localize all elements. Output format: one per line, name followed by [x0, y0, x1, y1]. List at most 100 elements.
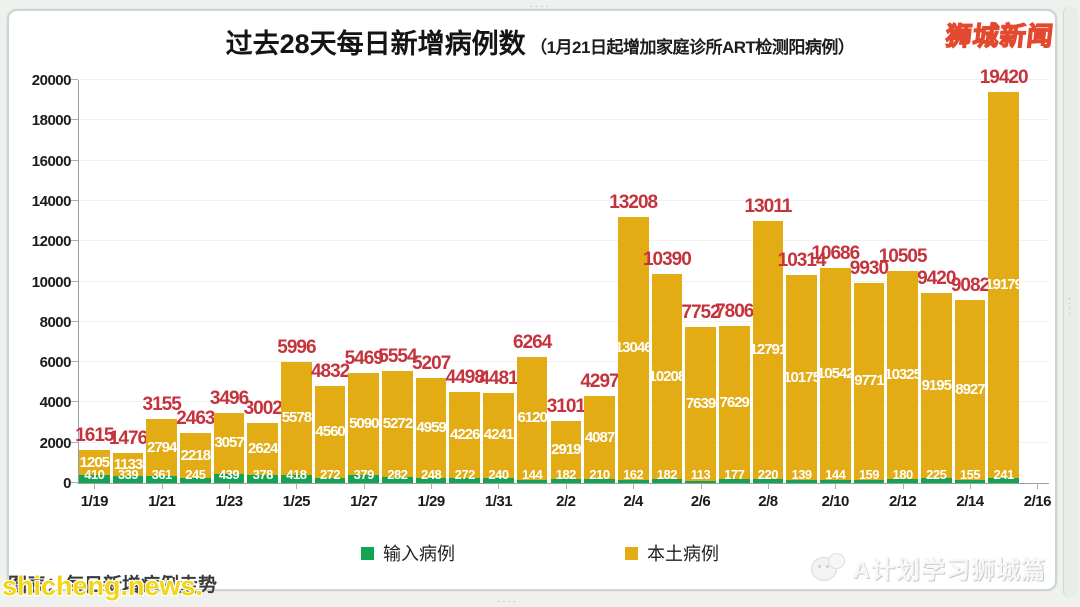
- local-value-label: 8927: [955, 380, 985, 398]
- plot-area: 0 2000 4000 6000 8000 10000 12000 14000 16000 180…: [32, 67, 1052, 510]
- imported-swatch-icon: [361, 546, 374, 560]
- total-value-label: 3002: [243, 397, 283, 419]
- x-tick: [565, 483, 567, 489]
- local-bar-segment: [651, 273, 683, 480]
- imported-bar-segment: [79, 474, 110, 483]
- total-value-label: 13011: [744, 195, 792, 217]
- local-value-label: 4087: [584, 428, 615, 446]
- local-bar-segment: [146, 419, 178, 476]
- x-tick-label: 2/4: [623, 493, 644, 510]
- imported-bar-segment: [247, 475, 279, 483]
- y-tick-label: 14000: [31, 192, 72, 210]
- total-value-label: 4832: [310, 360, 350, 382]
- bar-column: 3496 3057 439: [210, 80, 249, 483]
- legend-imported-label: 输入病例: [383, 544, 455, 564]
- total-value-label: 4498: [445, 367, 485, 389]
- imported-value-label: 144: [522, 467, 543, 482]
- x-tick-label: 1/25: [282, 493, 311, 510]
- gridline: [79, 401, 1049, 403]
- bar-series: 1615 1205 410 1476 1133 339 3155 2794 361 2463 221…: [75, 67, 1029, 483]
- local-value-label: 10175: [783, 368, 821, 386]
- y-tick: [71, 361, 78, 363]
- y-tick-label: 2000: [39, 434, 72, 452]
- total-value-label: 1615: [75, 425, 114, 447]
- bar-column: 3002 2624 378: [244, 80, 283, 483]
- imported-bar-segment: [786, 480, 817, 483]
- imported-value-label: 210: [589, 467, 610, 482]
- local-bar-segment: [819, 267, 851, 481]
- imported-bar-segment: [348, 475, 380, 483]
- imported-value-label: 177: [724, 467, 745, 482]
- imported-value-label: 155: [959, 467, 981, 482]
- x-tick: [363, 483, 365, 489]
- total-value-label: 10686: [811, 242, 860, 264]
- imported-bar-segment: [314, 477, 346, 483]
- local-value-label: 2919: [551, 440, 581, 458]
- local-bar-segment: [920, 293, 952, 479]
- y-tick: [71, 280, 78, 282]
- imported-value-label: 245: [185, 467, 206, 482]
- local-value-label: 5578: [281, 409, 312, 427]
- total-value-label: 5207: [411, 353, 451, 375]
- imported-bar-segment: [449, 477, 481, 483]
- imported-value-label: 144: [825, 467, 846, 482]
- y-tick-label: 16000: [31, 152, 72, 170]
- y-tick-label: 0: [63, 475, 71, 492]
- bar-column: 10314 10175 139: [778, 80, 826, 483]
- vertical-scrollbar[interactable]: · · · ·: [1063, 6, 1078, 598]
- x-tick: [633, 483, 635, 489]
- y-tick: [71, 119, 78, 121]
- imported-value-label: 225: [926, 467, 947, 482]
- local-swatch-icon: [625, 546, 638, 560]
- total-value-label: 10505: [878, 246, 928, 268]
- total-value-label: 5469: [344, 347, 384, 369]
- bar-column: 2463 2218 245: [176, 80, 216, 483]
- gridline: [79, 280, 1049, 282]
- total-value-label: 7752: [681, 301, 720, 323]
- x-tick-label: 2/2: [556, 493, 576, 510]
- gridline: [79, 199, 1049, 201]
- bottom-left-watermark: 图表：每日新增病例走势 shicheng.news.: [2, 565, 262, 605]
- x-tick-label: 1/19: [80, 493, 109, 510]
- local-value-label: 10542: [816, 364, 855, 382]
- local-bar-segment: [180, 433, 211, 479]
- local-value-label: 2624: [248, 439, 278, 457]
- local-bar-segment: [584, 396, 615, 479]
- bar-column: 3155 2794 361: [143, 80, 182, 483]
- imported-bar-segment: [213, 474, 245, 483]
- total-value-label: 9082: [950, 275, 990, 296]
- y-tick: [71, 482, 78, 483]
- x-tick-label: 1/29: [417, 493, 446, 510]
- imported-value-label: 418: [286, 467, 307, 482]
- imported-value-label: 240: [488, 467, 509, 482]
- local-value-label: 5272: [382, 415, 413, 433]
- bar-column: 1476 1133 339: [109, 80, 148, 483]
- x-tick: [969, 483, 971, 489]
- x-tick: [498, 483, 500, 489]
- bar-column: 13011 12791 220: [744, 80, 792, 483]
- local-value-label: 2218: [180, 446, 211, 464]
- local-bar-segment: [382, 371, 413, 478]
- total-value-label: 1476: [108, 428, 148, 450]
- imported-bar-segment: [819, 480, 851, 483]
- bar-column: 5996 5578 418: [277, 80, 317, 483]
- imported-bar-segment: [483, 478, 514, 483]
- x-tick-label: 2/14: [956, 493, 984, 510]
- local-bar-segment: [112, 453, 144, 477]
- chart-header: 过去28天每日新增病例数 （1月21日起增加家庭诊所ART检测阳病例）: [0, 22, 1080, 61]
- imported-bar-segment: [112, 476, 144, 483]
- imported-value-label: 220: [757, 467, 779, 482]
- bar-column: 1615 1205 410: [75, 80, 114, 483]
- imported-bar-segment: [718, 479, 750, 483]
- imported-bar-segment: [281, 474, 312, 483]
- total-value-label: 19420: [979, 66, 1029, 88]
- x-tick-label: 1/31: [484, 493, 513, 510]
- bar-column: 6264 6120 144: [513, 80, 552, 483]
- imported-value-label: 272: [319, 467, 341, 482]
- gridline: [79, 361, 1049, 363]
- gridline: [79, 159, 1049, 161]
- local-value-label: 1205: [79, 453, 110, 471]
- local-bar-segment: [415, 378, 447, 479]
- total-value-label: 9420: [917, 268, 956, 290]
- frame-handle-bottom-icon: ····: [496, 596, 519, 607]
